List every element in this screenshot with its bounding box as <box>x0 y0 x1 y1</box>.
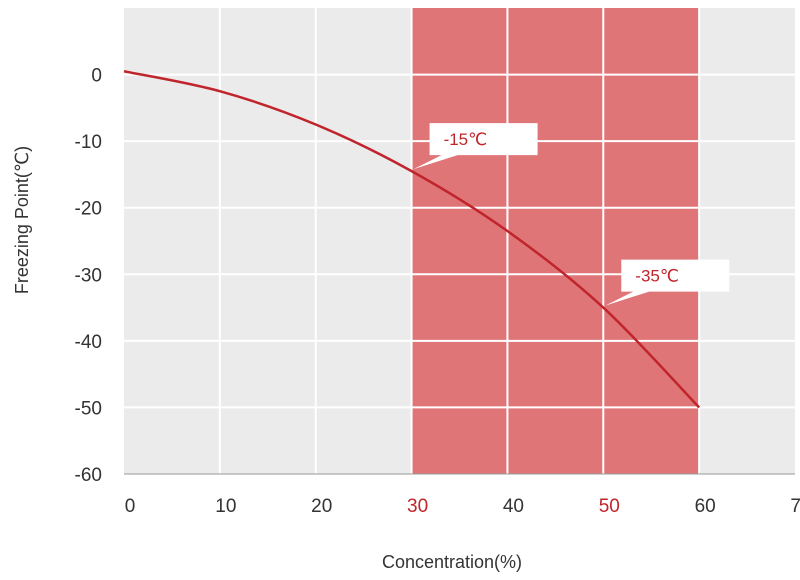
y-axis-title: Freezing Point(℃) <box>12 146 32 294</box>
series-group <box>123 70 701 409</box>
y-tick-label: -20 <box>75 199 102 220</box>
x-tick-labels: 0 10 20 30 40 50 60 70 <box>125 496 800 517</box>
x-axis-title: Concentration(%) <box>382 552 522 572</box>
x-tick-label: 30 <box>407 496 428 517</box>
annotation-callout: -35℃ <box>605 259 730 306</box>
x-tick-label: 0 <box>125 496 136 517</box>
y-tick-label: 0 <box>91 66 102 87</box>
y-tick-label: -40 <box>75 332 102 353</box>
x-tick-label: 20 <box>311 496 332 517</box>
callout-bubble <box>413 123 538 170</box>
x-tick-label: 70 <box>790 496 800 517</box>
annotations-group: -15℃ -35℃ <box>413 123 730 306</box>
annotation-label: -15℃ <box>444 130 488 149</box>
x-tick-label: 60 <box>695 496 716 517</box>
y-tick-label: -10 <box>75 132 102 153</box>
annotation-label: -35℃ <box>635 267 679 286</box>
y-tick-labels: 0 -10 -20 -30 -40 -50 -60 <box>75 66 102 486</box>
y-tick-label: -50 <box>75 398 102 419</box>
highlight-region <box>411 8 700 474</box>
callout-bubble <box>605 259 730 306</box>
annotation-callout: -15℃ <box>413 123 538 170</box>
y-tick-label: -60 <box>75 465 102 486</box>
x-tick-label: 50 <box>599 496 620 517</box>
y-tick-label: -30 <box>75 265 102 286</box>
series-line <box>123 70 701 409</box>
x-tick-label: 10 <box>215 496 236 517</box>
x-tick-label: 40 <box>503 496 524 517</box>
